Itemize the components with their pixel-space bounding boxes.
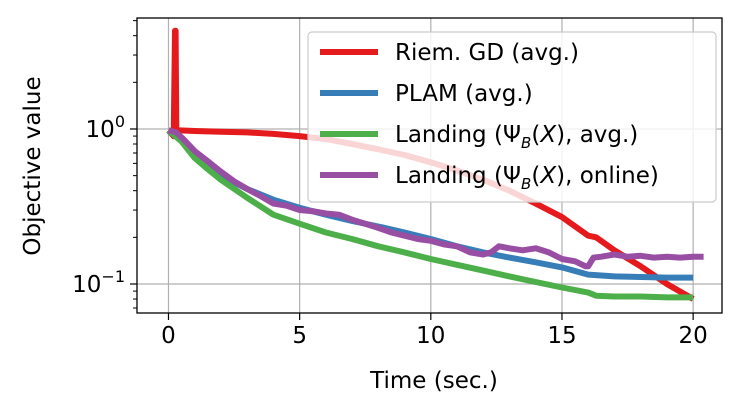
y-axis-label: Objective value bbox=[20, 76, 46, 255]
legend-label: Riem. GD (avg.) bbox=[395, 40, 579, 66]
series-line bbox=[166, 128, 694, 301]
series-line bbox=[166, 128, 694, 281]
plot-frame bbox=[136, 17, 723, 314]
series-line bbox=[167, 127, 704, 270]
axis-ticks bbox=[130, 20, 694, 320]
x-axis-label: Time (sec.) bbox=[369, 368, 498, 394]
x-tick-label: 5 bbox=[292, 323, 307, 349]
y-tick-labels: 100 10−1 bbox=[72, 112, 125, 298]
series-lines bbox=[166, 27, 704, 302]
x-tick-labels: 0 5 10 15 20 bbox=[161, 323, 708, 349]
legend-box bbox=[307, 31, 717, 203]
legend-label: Landing (ΨB(X), avg.) bbox=[395, 122, 638, 152]
legend-label: Landing (ΨB(X), online) bbox=[395, 163, 659, 193]
x-tick-label: 20 bbox=[679, 323, 708, 349]
x-tick-label: 10 bbox=[416, 323, 445, 349]
legend: Riem. GD (avg.) PLAM (avg.) Landing (ΨB(X)… bbox=[307, 31, 717, 203]
y-tick-label: 100 bbox=[86, 112, 125, 143]
x-tick-label: 0 bbox=[161, 323, 176, 349]
x-tick-label: 15 bbox=[547, 323, 576, 349]
y-tick-label: 10−1 bbox=[72, 267, 125, 298]
legend-label: PLAM (avg.) bbox=[395, 81, 533, 107]
